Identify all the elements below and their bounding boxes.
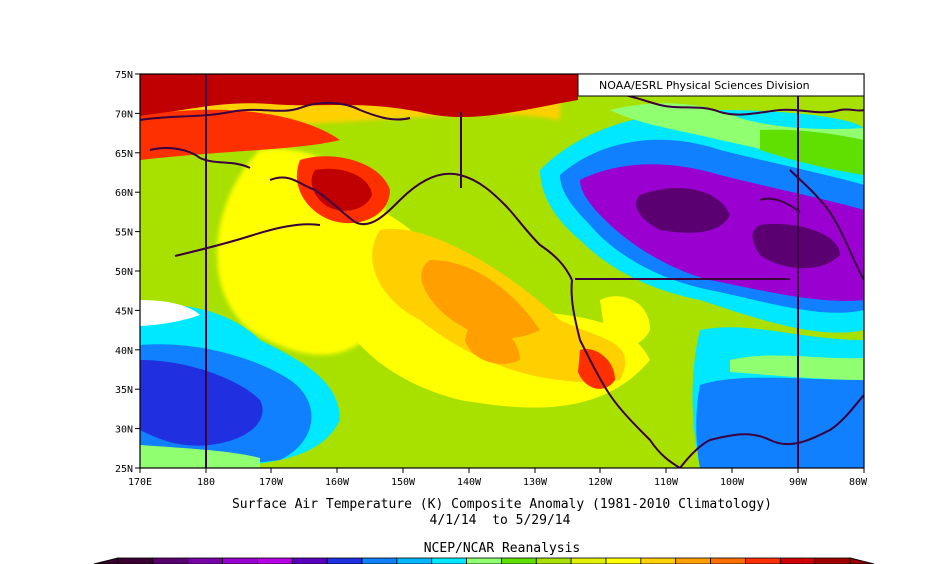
lat-tick-label: 25N <box>115 464 133 475</box>
colorbar-swatch <box>152 557 189 564</box>
coastlines <box>140 92 864 468</box>
lat-tick-label: 40N <box>115 346 133 357</box>
colorbar-swatch <box>605 557 642 564</box>
lat-tick-label: 45N <box>115 306 133 317</box>
colorbar-swatch <box>291 557 328 564</box>
lat-axis: 75N 70N 65N 60N 55N 50N 45N 40N 35N 30N … <box>115 70 140 475</box>
colorbar-swatch <box>640 557 677 564</box>
colorbar-swatch <box>257 557 293 564</box>
colorbar-swatch <box>570 557 607 564</box>
colorbar-swatch <box>675 557 711 564</box>
lon-tick-label: 150W <box>391 477 416 488</box>
colorbar-arrow-right <box>849 557 875 564</box>
lat-tick-label: 35N <box>115 385 133 396</box>
lon-tick-label: 110W <box>654 477 679 488</box>
lon-tick-label: 140W <box>457 477 482 488</box>
colorbar-swatch <box>361 557 398 564</box>
colorbar-swatch <box>431 557 467 564</box>
lon-tick-label: 100W <box>720 477 745 488</box>
lat-tick-label: 70N <box>115 109 133 120</box>
colorbar-swatch <box>187 557 223 564</box>
lon-tick-label: 180 <box>197 477 215 488</box>
caption-dates: 4/1/14 to 5/29/14 <box>430 513 571 528</box>
credit-box: NOAA/ESRL Physical Sciences Division <box>577 73 865 97</box>
colorbar-swatch <box>779 557 816 564</box>
colorbar-swatch <box>396 557 433 564</box>
lat-tick-label: 60N <box>115 188 133 199</box>
colorbar-swatch <box>745 557 781 564</box>
colorbar-swatch <box>326 557 363 564</box>
colorbar-arrow-left <box>93 557 119 564</box>
lon-axis: 170E 180 170W 160W 150W 140W 130W 120W 1… <box>128 468 868 488</box>
colorbar-swatch <box>535 557 572 564</box>
colorbar <box>93 557 875 564</box>
lon-tick-label: 170E <box>128 477 152 488</box>
lat-tick-label: 75N <box>115 70 133 81</box>
caption-title: Surface Air Temperature (K) Composite An… <box>232 497 772 512</box>
credit-text: NOAA/ESRL Physical Sciences Division <box>599 79 810 92</box>
anomaly-field <box>140 74 864 468</box>
lon-tick-label: 130W <box>523 477 548 488</box>
colorbar-swatch <box>222 557 258 564</box>
colorbar-swatch <box>466 557 502 564</box>
lat-tick-label: 30N <box>115 425 133 436</box>
lat-tick-label: 55N <box>115 228 133 239</box>
colorbar-swatch <box>710 557 746 564</box>
lat-tick-label: 50N <box>115 267 133 278</box>
lon-tick-label: 120W <box>588 477 613 488</box>
colorbar-swatch <box>814 557 851 564</box>
lon-tick-label: 170W <box>259 477 284 488</box>
lon-tick-label: 80W <box>849 477 868 488</box>
lon-tick-label: 160W <box>325 477 350 488</box>
political-lines <box>205 74 799 468</box>
colorbar-swatch <box>501 557 537 564</box>
colorbar-swatch <box>117 557 154 564</box>
lat-tick-label: 65N <box>115 149 133 160</box>
lon-tick-label: 90W <box>789 477 808 488</box>
caption-source: NCEP/NCAR Reanalysis <box>424 541 581 556</box>
